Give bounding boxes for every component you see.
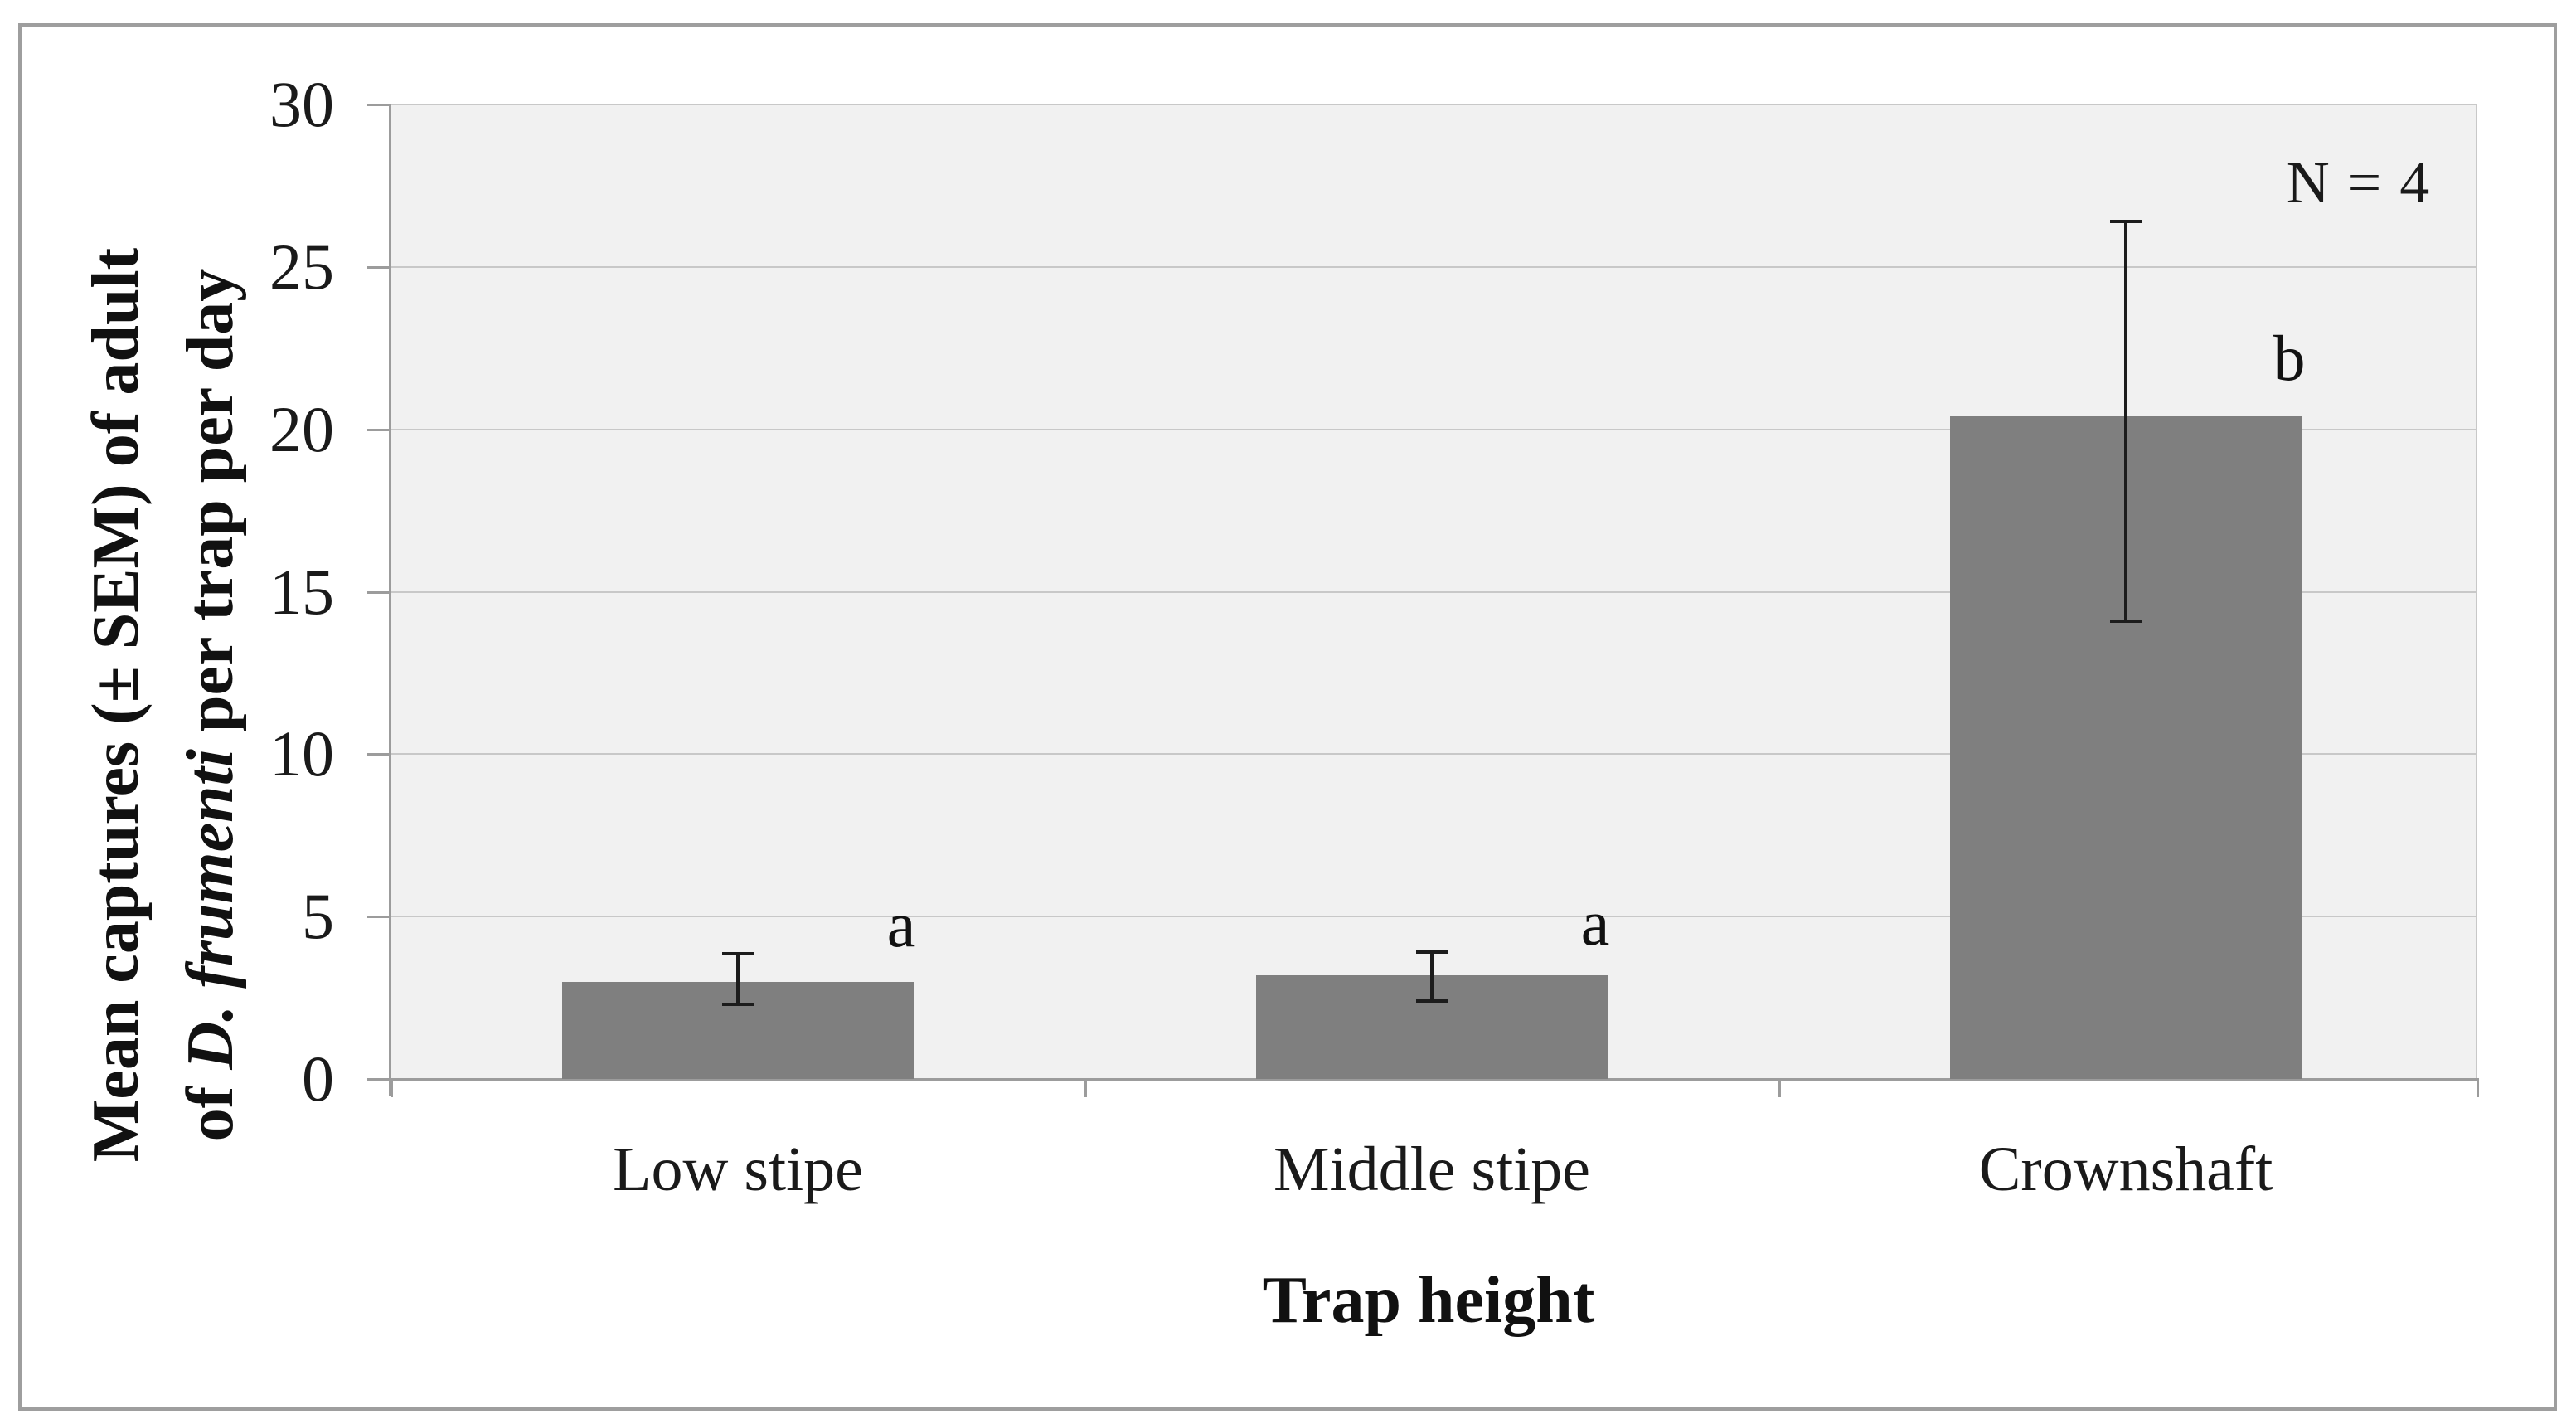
error-bar [1430,952,1434,1001]
y-tick-label: 20 [269,392,334,465]
gridline-10 [391,753,2476,756]
gridline-25 [391,265,2476,268]
y-tick-label: 5 [302,880,334,953]
x-tick-mark [2477,1081,2479,1097]
x-tick-mark [1778,1081,1781,1097]
y-tick-label: 0 [302,1042,334,1115]
significance-letter: b [2273,321,2306,394]
y-tick-mark [367,753,391,756]
gridline-20 [391,428,2476,430]
error-bar-cap-bottom [722,1002,754,1006]
error-bar-cap-top [1416,950,1448,955]
sample-size-annotation: N = 4 [2286,149,2432,216]
y-tick-label: 10 [269,717,334,790]
x-axis-line [367,1078,2479,1081]
error-bar [2124,221,2127,621]
category-label: Crownshaft [1978,1135,2273,1204]
y-tick-mark [367,104,391,106]
error-bar-cap-bottom [2110,619,2142,623]
y-axis-title: Mean captures (± SEM) of adult of D. fru… [69,248,258,1162]
error-bar-cap-top [722,952,754,956]
gridline-5 [391,916,2476,918]
category-label: Low stipe [613,1135,863,1204]
y-tick-mark [367,916,391,919]
gridline-15 [391,590,2476,593]
y-tick-mark [367,265,391,269]
y-axis-title-line1: Mean captures (± SEM) of adult [80,247,153,1163]
error-bar-cap-top [2110,220,2142,223]
category-label: Middle stipe [1273,1135,1591,1204]
error-bar [736,954,740,1004]
x-tick-mark [1084,1081,1087,1097]
x-tick-mark [391,1081,393,1097]
y-axis-line [389,104,391,1096]
x-axis-title: Trap height [1262,1264,1595,1337]
y-axis-title-line2: of D. frumenti per trap per day [174,268,247,1142]
significance-letter: a [1580,887,1610,959]
gridline-30 [391,104,2476,105]
y-tick-mark [367,428,391,431]
y-tick-mark [367,590,391,594]
y-tick-label: 15 [269,555,334,628]
error-bar-cap-bottom [1416,999,1448,1003]
y-tick-label: 25 [269,230,334,303]
y-tick-mark [367,1078,391,1081]
significance-letter: a [886,887,916,960]
y-tick-label: 30 [269,68,334,140]
